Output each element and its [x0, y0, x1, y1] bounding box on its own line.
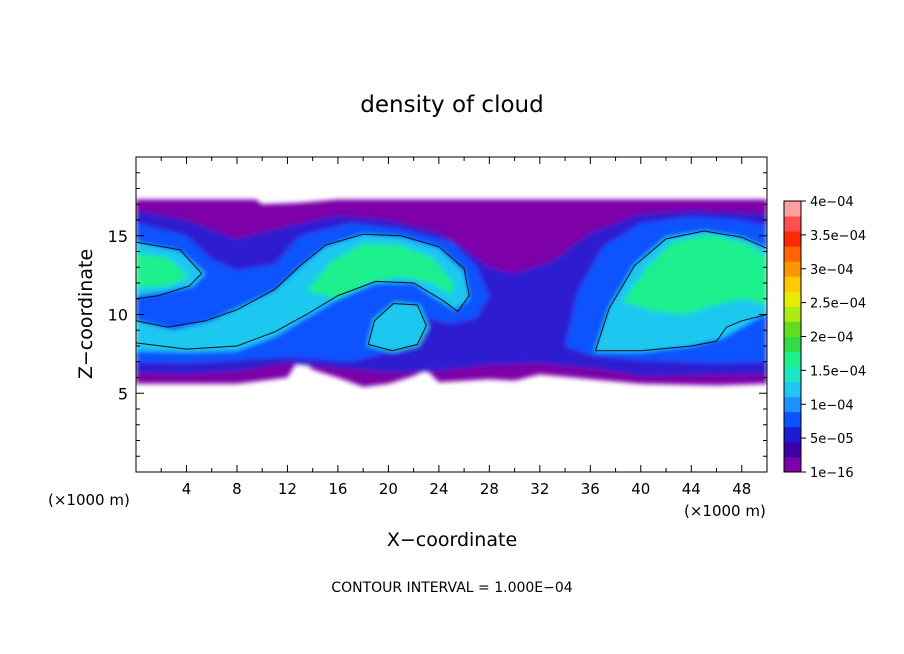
x-tick-label: 40	[631, 480, 650, 498]
colorbar-swatch	[784, 201, 801, 217]
x-tick-label: 24	[429, 480, 448, 498]
x-tick-label: 20	[379, 480, 398, 498]
colorbar-swatch	[784, 261, 801, 277]
colorbar-swatch	[784, 426, 801, 443]
level-core-2	[306, 243, 454, 299]
x-tick-label: 4	[182, 480, 192, 498]
colorbar-label: 2e−04	[810, 331, 854, 346]
colorbar: 1e−16 5e−05 1e−04 1.5e−04 2e−04 2.5e−04 3e−04 3…	[783, 195, 866, 481]
y-axis-label: Z−coordinate	[75, 249, 97, 379]
x-tick-label: 36	[581, 480, 600, 498]
contour-line	[136, 233, 470, 350]
colorbar-label: 5e−05	[810, 432, 854, 447]
y-tick-label: 10	[108, 306, 128, 325]
x-tick-label: 28	[480, 480, 499, 498]
colorbar-swatch	[784, 321, 801, 337]
contour-lines	[136, 230, 767, 352]
colorbar-swatch	[784, 216, 801, 232]
chart-title: density of cloud	[360, 92, 543, 118]
colorbar-swatch	[784, 396, 801, 413]
contour-line	[594, 230, 767, 351]
colorbar-swatch	[784, 411, 801, 428]
x-axis: 4 8 12 16 20 24 28 32 36 40 44 48	[160, 157, 751, 498]
colorbar-swatch	[784, 456, 801, 473]
colorbar-label: 1e−16	[810, 466, 854, 481]
colorbar-swatch	[784, 381, 801, 398]
colorbar-swatch	[784, 231, 801, 247]
x-unit-left: (×1000 m)	[48, 491, 130, 509]
colorbar-label: 2.5e−04	[810, 297, 866, 312]
x-tick-label: 16	[328, 480, 347, 498]
colorbar-swatch	[784, 351, 801, 368]
colorbar-swatch	[784, 291, 801, 307]
cloud-density-field	[136, 199, 767, 387]
level-core-1	[136, 253, 189, 288]
colorbar-label: 1e−04	[810, 398, 854, 413]
contour-line	[367, 302, 427, 352]
colorbar-label: 3e−04	[810, 263, 854, 278]
y-axis: 5 10 15	[108, 172, 767, 457]
contour-line	[136, 241, 203, 300]
x-tick-label: 8	[232, 480, 242, 498]
x-axis-label: X−coordinate	[387, 529, 517, 551]
x-tick-label: 12	[278, 480, 297, 498]
y-tick-label: 5	[118, 384, 128, 403]
colorbar-swatch	[784, 306, 801, 322]
colorbar-swatch	[784, 336, 801, 352]
level-high-3	[366, 301, 429, 353]
contour-line	[595, 314, 767, 352]
x-tick-label: 32	[530, 480, 549, 498]
x-unit-right: (×1000 m)	[684, 502, 766, 520]
level-core-3	[621, 234, 767, 315]
colorbar-swatch	[784, 366, 801, 383]
colorbar-label: 3.5e−04	[810, 229, 866, 244]
contour-interval-note: CONTOUR INTERVAL = 1.000E−04	[331, 580, 572, 596]
x-tick-label: 44	[682, 480, 701, 498]
colorbar-swatch	[784, 441, 801, 458]
x-tick-label: 48	[732, 480, 751, 498]
colorbar-label: 4e−04	[810, 195, 854, 210]
colorbar-swatch	[784, 276, 801, 292]
y-tick-label: 15	[108, 227, 128, 246]
colorbar-swatch	[784, 246, 801, 262]
colorbar-label: 1.5e−04	[810, 364, 866, 379]
density-levels	[136, 199, 767, 387]
